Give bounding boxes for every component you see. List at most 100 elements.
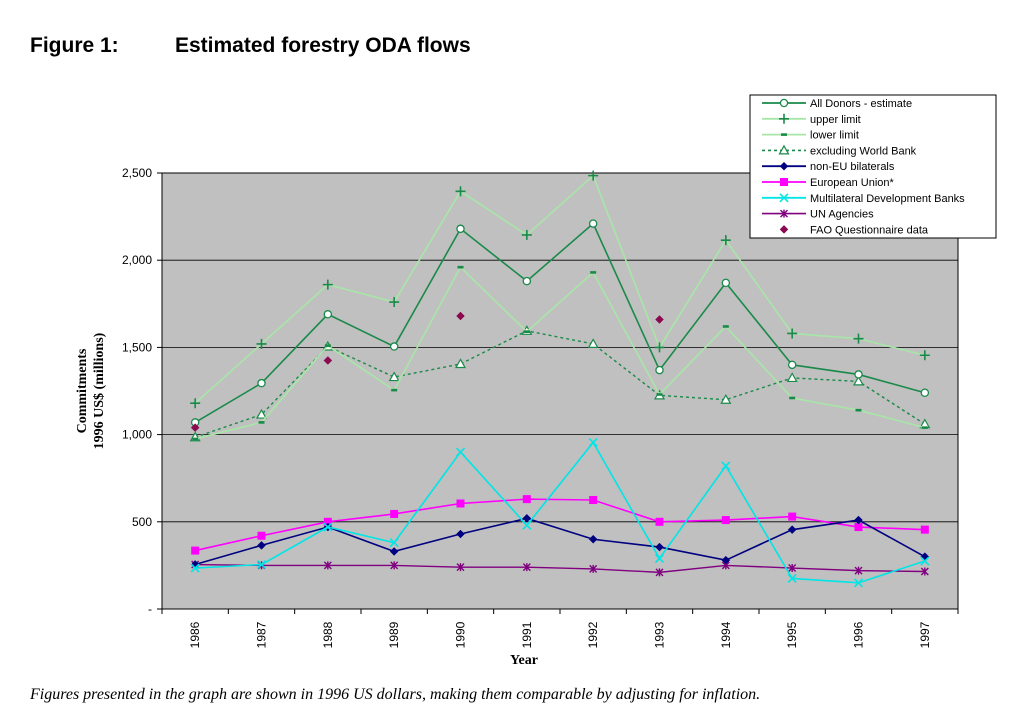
legend-item: lower limit bbox=[762, 130, 859, 142]
data-point bbox=[389, 342, 399, 351]
data-point bbox=[522, 520, 532, 530]
axis-titles: Year Commitments 1996 US$ (millions) bbox=[75, 332, 538, 668]
data-point bbox=[257, 540, 266, 550]
data-point bbox=[779, 98, 789, 108]
y-tick-label: 1,500 bbox=[122, 340, 152, 354]
data-point bbox=[920, 388, 930, 397]
data-point bbox=[588, 437, 598, 448]
x-tick-label: 1996 bbox=[852, 621, 866, 648]
data-point bbox=[720, 235, 731, 246]
legend-item: All Donors - estimate bbox=[762, 98, 912, 110]
data-point bbox=[780, 178, 788, 186]
series-line bbox=[194, 174, 926, 404]
data-point bbox=[257, 531, 266, 540]
data-point bbox=[786, 372, 798, 383]
data-point bbox=[389, 297, 400, 308]
data-point bbox=[454, 358, 467, 369]
x-axis: 1986 1987 1988 1989 1990 1991 1992 1993 1994 1995… bbox=[161, 609, 959, 648]
legend-label: upper limit bbox=[810, 114, 861, 126]
data-point bbox=[919, 350, 930, 361]
data-point bbox=[323, 310, 333, 319]
y-tick-label: 1,000 bbox=[122, 428, 152, 442]
data-point bbox=[389, 538, 399, 548]
data-point bbox=[778, 144, 790, 155]
y-axis-title-line2: 1996 US$ (millions) bbox=[92, 332, 107, 449]
data-point bbox=[522, 276, 532, 286]
data-point bbox=[654, 553, 665, 563]
x-tick-label: 1989 bbox=[387, 621, 401, 648]
x-tick-label: 1994 bbox=[719, 621, 733, 648]
data-point bbox=[852, 375, 865, 386]
x-tick-label: 1991 bbox=[520, 621, 534, 648]
data-point bbox=[323, 517, 332, 526]
data-point bbox=[854, 515, 863, 525]
data-point bbox=[323, 356, 333, 365]
data-point bbox=[587, 338, 599, 349]
data-point bbox=[787, 360, 797, 370]
data-point bbox=[588, 534, 598, 544]
data-point bbox=[455, 186, 466, 197]
data-point bbox=[456, 563, 465, 572]
x-tick-label: 1988 bbox=[321, 621, 335, 648]
data-point bbox=[456, 529, 465, 539]
data-point bbox=[257, 378, 266, 388]
data-point bbox=[780, 209, 788, 218]
y-tick-label: - bbox=[148, 602, 152, 616]
data-point bbox=[190, 423, 200, 432]
series-lower-limit bbox=[192, 265, 928, 441]
y-tick-label: 500 bbox=[132, 515, 152, 529]
data-point bbox=[256, 338, 267, 349]
x-tick-label: 1997 bbox=[918, 621, 932, 648]
data-point bbox=[456, 311, 465, 321]
data-point bbox=[589, 564, 598, 573]
legend-label: UN Agencies bbox=[810, 209, 874, 221]
series-line bbox=[194, 222, 926, 424]
x-tick-label: 1986 bbox=[188, 621, 202, 648]
series-line bbox=[195, 563, 925, 574]
data-point bbox=[779, 225, 789, 234]
data-point bbox=[191, 546, 200, 555]
data-point bbox=[720, 393, 732, 404]
figure-number: Figure 1: bbox=[30, 34, 119, 57]
legend-item: UN Agencies bbox=[762, 209, 874, 221]
data-point bbox=[655, 568, 664, 577]
legend-label: excluding World Bank bbox=[810, 145, 917, 157]
series-line bbox=[194, 330, 926, 438]
data-point bbox=[455, 447, 466, 457]
series-line bbox=[194, 265, 926, 440]
data-point bbox=[920, 556, 930, 566]
data-point bbox=[854, 370, 863, 379]
legend-label: All Donors - estimate bbox=[810, 98, 912, 110]
y-axis: - 500 1,000 1,500 2,000 2,500 bbox=[122, 166, 162, 616]
data-point bbox=[655, 315, 664, 324]
data-point bbox=[655, 542, 664, 552]
figure-title: Estimated forestry ODA flows bbox=[175, 34, 471, 57]
data-point bbox=[390, 561, 399, 570]
legend-label: lower limit bbox=[810, 130, 859, 142]
data-point bbox=[721, 555, 731, 565]
data-point bbox=[588, 170, 599, 181]
data-point bbox=[920, 525, 929, 534]
x-axis-title: Year bbox=[510, 653, 538, 668]
series-line bbox=[195, 441, 926, 584]
data-point bbox=[456, 499, 465, 508]
legend-item: excluding World Bank bbox=[762, 144, 917, 157]
legend-label: non-EU bilaterals bbox=[810, 161, 895, 173]
data-point bbox=[788, 564, 797, 573]
data-point bbox=[787, 525, 797, 535]
y-tick-label: 2,000 bbox=[122, 253, 152, 267]
data-point bbox=[655, 517, 664, 526]
x-tick-label: 1992 bbox=[586, 621, 600, 648]
data-point bbox=[256, 559, 267, 570]
data-point bbox=[323, 522, 333, 532]
data-point bbox=[323, 561, 332, 570]
data-point bbox=[588, 219, 598, 228]
data-point bbox=[522, 513, 532, 523]
data-point bbox=[655, 365, 664, 375]
data-point bbox=[853, 578, 864, 588]
x-tick-label: 1990 bbox=[454, 621, 468, 648]
data-point bbox=[322, 279, 333, 290]
data-point bbox=[388, 371, 400, 382]
legend-item: non-EU bilaterals bbox=[762, 161, 895, 173]
series-all-donors-estimate bbox=[190, 219, 930, 427]
